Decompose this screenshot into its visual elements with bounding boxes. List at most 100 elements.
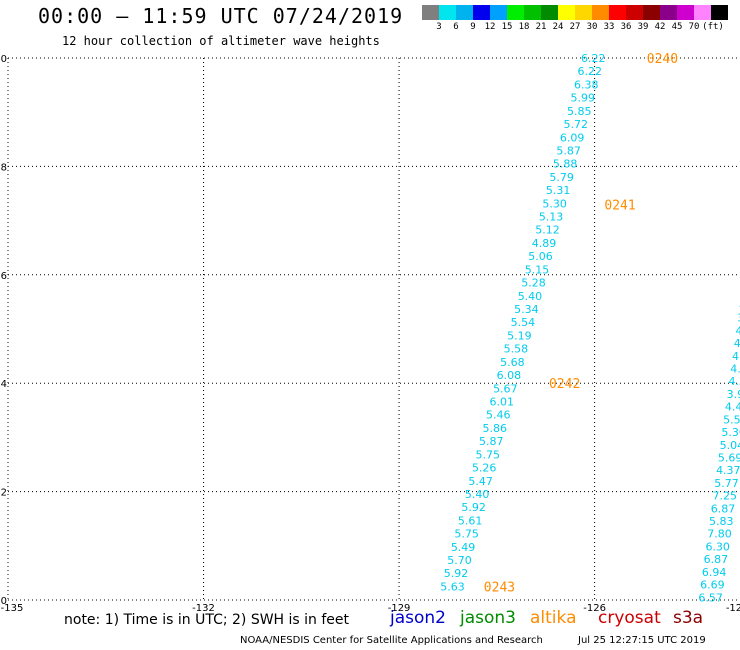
color-scale-cell [643, 5, 660, 20]
wave-height-value: 3.99 [727, 388, 740, 401]
map-grid [7, 57, 738, 601]
pass-id-label: 0241 [604, 198, 635, 213]
wave-height-value: 4.45 [725, 401, 740, 414]
color-scale-cell [541, 5, 558, 20]
wave-height-value: 5.69 [718, 451, 740, 464]
page-title: 00:00 — 11:59 UTC 07/24/2019 [38, 4, 404, 28]
generated-timestamp: Jul 25 12:27:15 UTC 2019 [578, 635, 706, 646]
color-scale-label: 70 [688, 22, 700, 32]
wave-height-value: 5.68 [500, 356, 525, 369]
lon-tick-label: -12 [726, 603, 740, 614]
color-scale-cell [694, 5, 711, 20]
color-scale-cell [490, 5, 507, 20]
wave-height-value: 7.25 [713, 490, 738, 503]
wave-height-value: 5.77 [714, 477, 739, 490]
wave-height-value: 4.54 [730, 362, 740, 375]
color-scale-label: 27 [569, 22, 581, 32]
legend-cryosat: cryosat [598, 608, 661, 628]
lat-tick-label: 30 [0, 54, 7, 65]
wave-height-value: 5.26 [472, 462, 497, 475]
wave-height-value: 5.61 [458, 514, 483, 527]
wave-height-value: 5.88 [553, 158, 578, 171]
lat-tick-label: 20 [0, 596, 7, 607]
wave-height-value: 5.54 [723, 413, 740, 426]
color-scale-label: 9 [470, 22, 476, 32]
color-scale-cell [677, 5, 694, 20]
wave-height-value: 5.85 [567, 105, 592, 118]
wave-height-value: 5.58 [504, 343, 529, 356]
wave-height-value: 5.40 [518, 290, 543, 303]
color-scale-cell [422, 5, 439, 20]
wave-height-value: 4.22 [734, 337, 740, 350]
wave-height-value: 5.87 [556, 144, 581, 157]
color-scale-cell [711, 5, 728, 20]
wave-height-value: 5.99 [570, 92, 595, 105]
wave-height-value: 5.63 [440, 580, 465, 593]
wave-height-value: 5.31 [546, 184, 571, 197]
legend-jason2: jason2 [390, 608, 446, 628]
wave-height-value: 5.75 [475, 448, 500, 461]
color-scale-bar [422, 5, 728, 20]
legend-altika: altika [530, 608, 577, 628]
legend-jason3: jason3 [460, 608, 516, 628]
wave-height-value: 5.87 [479, 435, 504, 448]
wave-height-value: 5.06 [528, 250, 553, 263]
wave-height-value: 6.01 [490, 395, 515, 408]
wave-height-value: 5.15 [525, 263, 550, 276]
legend-s3a: s3a [673, 608, 704, 628]
wave-height-value: 5.83 [709, 515, 734, 528]
color-scale-cell [592, 5, 609, 20]
color-scale-cell [626, 5, 643, 20]
lat-tick-label: 24 [0, 379, 7, 390]
wave-height-value: 5.79 [549, 171, 574, 184]
lon-tick-label: -129 [388, 603, 411, 614]
wave-height-value: 5.40 [465, 488, 490, 501]
color-scale-cell [473, 5, 490, 20]
wave-height-value: 5.67 [493, 382, 518, 395]
wave-height-value: 6.09 [560, 131, 585, 144]
color-scale-label: 24 [552, 22, 564, 32]
wave-height-value: 6.22 [581, 52, 606, 65]
wave-height-value: 5.72 [563, 118, 588, 131]
color-scale-label: 6 [453, 22, 459, 32]
wave-height-value: 5.92 [461, 501, 486, 514]
footnote: note: 1) Time is in UTC; 2) SWH is in fe… [64, 612, 350, 628]
wave-height-value: 5.30 [542, 197, 567, 210]
lat-tick-label: 26 [0, 271, 7, 282]
color-scale-label: 33 [603, 22, 615, 32]
color-scale-cell [439, 5, 456, 20]
wave-height-value: 5.46 [486, 409, 511, 422]
color-scale-cell [575, 5, 592, 20]
wave-height-value: 3.20 [737, 312, 740, 325]
lat-tick-label: 28 [0, 162, 7, 173]
color-scale-cell [609, 5, 626, 20]
color-scale-label: 39 [637, 22, 649, 32]
wave-height-value: 5.34 [514, 303, 539, 316]
wave-height-value: 4.21 [732, 350, 740, 363]
wave-height-value: 4.67 [736, 324, 740, 337]
altimeter-tracks: 6.226.226.385.995.855.726.095.875.885.79… [440, 52, 740, 604]
color-scale-label: 21 [535, 22, 547, 32]
wave-height-value: 6.38 [574, 78, 599, 91]
wave-height-value: 6.69 [700, 579, 725, 592]
wave-height-value: 5.54 [511, 316, 536, 329]
pass-id-label: 0240 [647, 52, 678, 67]
wave-height-value: 6.94 [702, 566, 727, 579]
color-scale-label: 3 [436, 22, 442, 32]
wave-height-value: 5.28 [521, 277, 546, 290]
wave-height-value: 6.22 [578, 65, 603, 78]
map-tick-labels: -135-132-129-126-123-12302826242220 [0, 54, 740, 614]
wave-height-value: 6.08 [497, 369, 522, 382]
wave-height-value: 4.31 [728, 375, 740, 388]
wave-height-value: 6.30 [705, 540, 730, 553]
credit-text: NOAA/NESDIS Center for Satellite Applica… [240, 635, 543, 646]
wave-height-value: 5.30 [721, 426, 740, 439]
wave-height-value: 5.75 [454, 528, 479, 541]
lat-tick-label: 22 [0, 488, 7, 499]
color-scale-label: (ft) [702, 22, 724, 32]
lon-tick-label: -126 [583, 603, 606, 614]
color-scale-cell [558, 5, 575, 20]
wave-height-value: 5.47 [468, 475, 493, 488]
wave-height-value: 6.87 [704, 553, 729, 566]
